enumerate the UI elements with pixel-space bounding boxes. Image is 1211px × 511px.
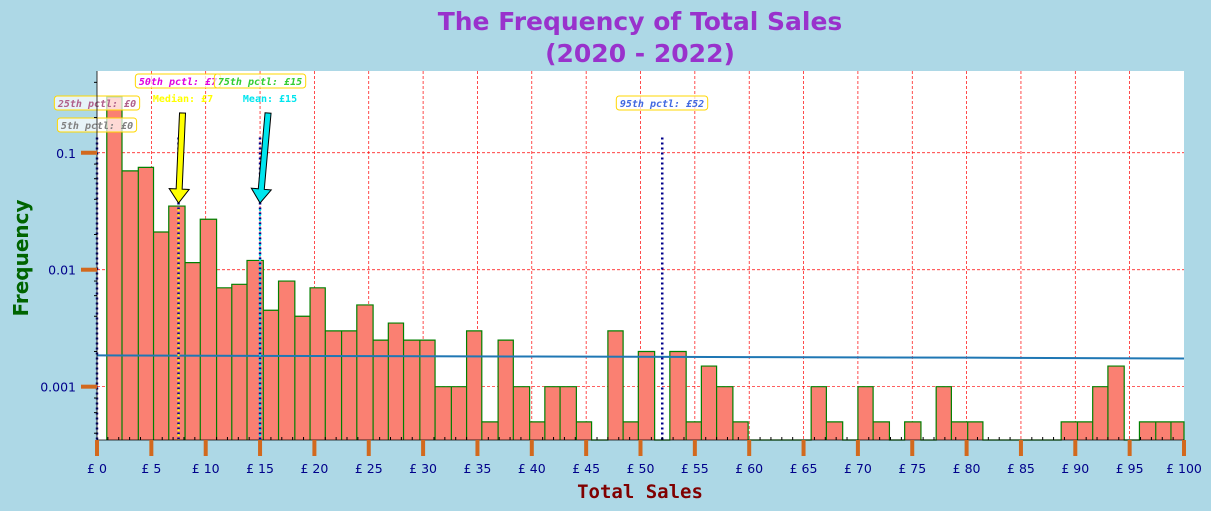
histogram-bar — [701, 366, 717, 440]
histogram-bar — [811, 386, 827, 440]
histogram-bar — [1077, 421, 1093, 440]
histogram-bar — [1092, 386, 1108, 440]
histogram-bar — [607, 330, 624, 440]
chart-title-line-1: The Frequency of Total Sales — [438, 7, 843, 36]
histogram-bar — [716, 386, 733, 440]
x-tick-label: £ 30 — [409, 461, 437, 476]
x-tick-label: £ 15 — [246, 461, 274, 476]
annotation-label: 25th pctl: £0 — [57, 99, 136, 110]
grid — [97, 71, 1184, 440]
histogram-bar — [951, 421, 968, 440]
histogram-bar — [263, 310, 279, 440]
mean-arrow — [250, 112, 273, 204]
histogram-bar — [638, 351, 655, 440]
chart-title-line-2: (2020 - 2022) — [545, 39, 735, 68]
x-axis-label: Total Sales — [577, 481, 703, 503]
histogram-bar — [466, 330, 482, 440]
histogram-bar — [560, 386, 577, 440]
histogram-bar — [857, 386, 874, 440]
histogram-bar — [498, 340, 514, 440]
annotation-box — [615, 95, 709, 111]
histogram-bar — [873, 421, 890, 440]
histogram-bar — [231, 284, 248, 440]
histogram-bar — [185, 262, 201, 440]
x-tick-label: £ 50 — [627, 461, 655, 476]
histogram-bar — [216, 287, 232, 440]
x-tick-label: £ 0 — [87, 461, 107, 476]
histogram-bar — [732, 421, 749, 440]
x-tick-label: £ 10 — [192, 461, 220, 476]
histogram-bar — [122, 170, 139, 441]
histogram-bar — [153, 232, 169, 440]
annotation-label: Median: £7 — [153, 93, 213, 105]
annotation-label: 75th pctl: £15 — [218, 77, 302, 88]
histogram-bar — [904, 421, 921, 440]
histogram-bar — [341, 330, 357, 440]
x-tick-label: £ 5 — [141, 461, 161, 476]
histogram-bar — [419, 340, 436, 440]
histogram-bar — [576, 421, 592, 440]
histogram-bar — [138, 167, 154, 441]
histogram-bar — [1107, 366, 1125, 440]
histogram-bar — [481, 421, 499, 440]
median-arrow — [168, 112, 191, 204]
x-tick-label: £ 25 — [355, 461, 383, 476]
histogram-bar — [388, 323, 404, 440]
x-tick-label: £ 20 — [300, 461, 328, 476]
x-tick-label: £ 75 — [898, 461, 926, 476]
histogram-bar — [544, 386, 561, 440]
histogram-bar — [1155, 421, 1171, 440]
annotation-box — [213, 73, 307, 89]
histogram-bar — [826, 421, 843, 440]
annotation-label: 50th pctl: £7 — [139, 77, 217, 88]
x-tick-label: £ 55 — [681, 461, 709, 476]
x-tick-label: £ 60 — [735, 461, 763, 476]
histogram-bar — [513, 386, 530, 440]
histogram-bar — [106, 96, 123, 440]
histogram-bar — [403, 340, 420, 440]
histogram-bar — [294, 316, 311, 440]
y-tick-label: 0.001 — [40, 380, 76, 395]
x-tick-label: £ 95 — [1116, 461, 1144, 476]
histogram-bar — [623, 421, 639, 440]
x-axis: £ 0 £ 5 £ 10 £ 15 £ 20 £ 25 £ 30 £ 35 £ 40 £ 45 £ … — [87, 437, 1202, 476]
histogram-bar — [373, 340, 389, 440]
histogram-bar — [686, 421, 702, 440]
histogram-bar — [325, 330, 342, 440]
x-tick-label: £ 80 — [953, 461, 981, 476]
x-tick-label: £ 45 — [572, 461, 600, 476]
y-tick-label: 0.1 — [56, 146, 76, 161]
x-tick-label: £ 70 — [844, 461, 872, 476]
histogram-bar — [435, 386, 452, 440]
histogram-bar — [168, 206, 186, 440]
histogram-bar — [936, 386, 952, 440]
y-axis: 0.001 0.01 0.1 — [40, 71, 98, 440]
histogram-bar — [529, 421, 545, 440]
histogram-bar — [451, 386, 467, 440]
histogram-bar — [356, 304, 374, 440]
x-tick-label: £ 85 — [1007, 461, 1035, 476]
histogram-bar — [1061, 421, 1078, 440]
histogram-bar — [278, 281, 295, 440]
x-tick-label: £ 65 — [790, 461, 818, 476]
histogram-outline — [106, 96, 1185, 441]
histogram-bar — [200, 219, 217, 440]
y-axis-label: Frequency — [9, 199, 33, 316]
histogram-bars — [106, 96, 1185, 441]
y-tick-label: 0.01 — [48, 263, 76, 278]
histogram-bar — [967, 421, 983, 440]
histogram-bar — [310, 287, 326, 440]
x-tick-label: £ 90 — [1061, 461, 1089, 476]
histogram-bar — [669, 351, 687, 440]
histogram-bar — [1139, 421, 1156, 440]
x-tick-label: £ 100 — [1166, 461, 1202, 476]
histogram-bar — [1170, 421, 1184, 440]
x-tick-label: £ 35 — [464, 461, 492, 476]
annotation-label: 95th pctl: £52 — [620, 99, 704, 110]
stat-arrows — [168, 112, 273, 204]
annotation-label: Mean: £15 — [243, 94, 297, 105]
x-tick-label: £ 40 — [518, 461, 546, 476]
density-curve — [96, 354, 1185, 360]
